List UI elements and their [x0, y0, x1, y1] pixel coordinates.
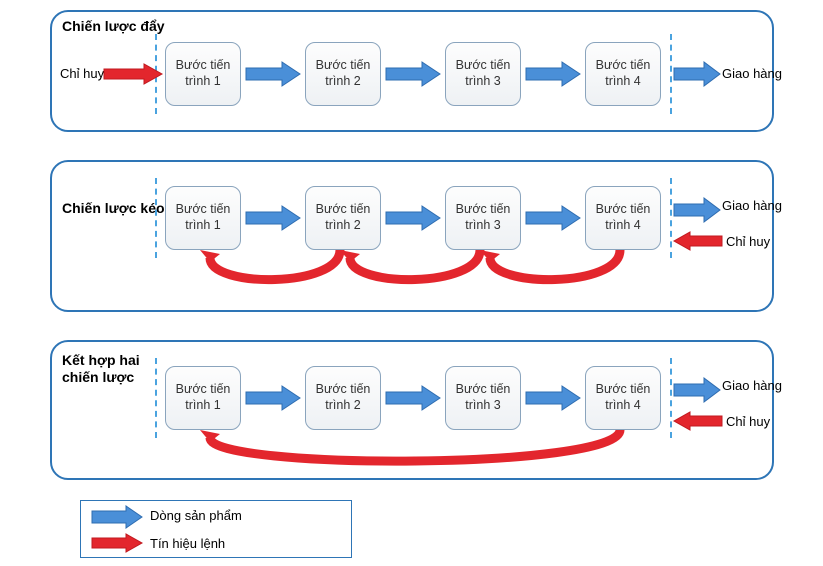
push-dash-right: [670, 34, 672, 114]
pull-command-label: Chỉ huy: [726, 234, 770, 249]
hybrid-step-2: Bước tiến trình 2: [305, 366, 381, 430]
pull-blue-arrow-3: [526, 206, 580, 230]
push-step-2: Bước tiến trình 2: [305, 42, 381, 106]
panel-pull-title: Chiến lược kéo: [62, 200, 165, 216]
pull-step-2-label: Bước tiến trình 2: [306, 202, 380, 233]
push-deliver-label: Giao hàng: [722, 66, 782, 81]
pull-step-4: Bước tiến trình 4: [585, 186, 661, 250]
hybrid-step-3-label: Bước tiến trình 3: [446, 382, 520, 413]
pull-red-arrow-in: [674, 232, 722, 250]
push-red-arrow-in: [104, 64, 162, 84]
hybrid-deliver-label: Giao hàng: [722, 378, 782, 393]
push-command-label: Chỉ huy: [60, 66, 104, 81]
pull-red-curve-2: [330, 250, 490, 300]
pull-red-curve-1: [190, 250, 350, 300]
pull-deliver-label: Giao hàng: [722, 198, 782, 213]
push-blue-arrow-out: [674, 62, 720, 86]
push-step-3: Bước tiến trình 3: [445, 42, 521, 106]
hybrid-step-1-label: Bước tiến trình 1: [166, 382, 240, 413]
hybrid-step-1: Bước tiến trình 1: [165, 366, 241, 430]
hybrid-blue-arrow-2: [386, 386, 440, 410]
hybrid-red-arrow-in: [674, 412, 722, 430]
legend-signal-label: Tín hiệu lệnh: [150, 536, 225, 551]
push-blue-arrow-2: [386, 62, 440, 86]
push-step-4-label: Bước tiến trình 4: [586, 58, 660, 89]
pull-dash-left: [155, 178, 157, 258]
pull-red-curve-3: [470, 250, 630, 300]
pull-blue-arrow-1: [246, 206, 300, 230]
pull-step-3: Bước tiến trình 3: [445, 186, 521, 250]
pull-dash-right: [670, 178, 672, 258]
pull-step-4-label: Bước tiến trình 4: [586, 202, 660, 233]
pull-step-3-label: Bước tiến trình 3: [446, 202, 520, 233]
hybrid-dash-left: [155, 358, 157, 438]
hybrid-command-label: Chỉ huy: [726, 414, 770, 429]
hybrid-blue-arrow-3: [526, 386, 580, 410]
legend-red-arrow-icon: [92, 534, 142, 552]
pull-step-2: Bước tiến trình 2: [305, 186, 381, 250]
hybrid-blue-arrow-out: [674, 378, 720, 402]
pull-step-1-label: Bước tiến trình 1: [166, 202, 240, 233]
push-blue-arrow-3: [526, 62, 580, 86]
panel-push-title: Chiến lược đẩy: [62, 18, 165, 34]
legend-blue-arrow-icon: [92, 506, 142, 528]
push-step-4: Bước tiến trình 4: [585, 42, 661, 106]
hybrid-step-2-label: Bước tiến trình 2: [306, 382, 380, 413]
hybrid-blue-arrow-1: [246, 386, 300, 410]
hybrid-step-3: Bước tiến trình 3: [445, 366, 521, 430]
push-step-1-label: Bước tiến trình 1: [166, 58, 240, 89]
pull-blue-arrow-out: [674, 198, 720, 222]
pull-blue-arrow-2: [386, 206, 440, 230]
push-step-3-label: Bước tiến trình 3: [446, 58, 520, 89]
push-blue-arrow-1: [246, 62, 300, 86]
hybrid-dash-right: [670, 358, 672, 438]
hybrid-step-4: Bước tiến trình 4: [585, 366, 661, 430]
pull-step-1: Bước tiến trình 1: [165, 186, 241, 250]
push-step-1: Bước tiến trình 1: [165, 42, 241, 106]
legend-flow-label: Dòng sản phẩm: [150, 508, 242, 523]
push-step-2-label: Bước tiến trình 2: [306, 58, 380, 89]
panel-hybrid-title: Kết hợp hai chiến lược: [62, 352, 152, 386]
hybrid-red-curve: [180, 430, 640, 476]
hybrid-step-4-label: Bước tiến trình 4: [586, 382, 660, 413]
